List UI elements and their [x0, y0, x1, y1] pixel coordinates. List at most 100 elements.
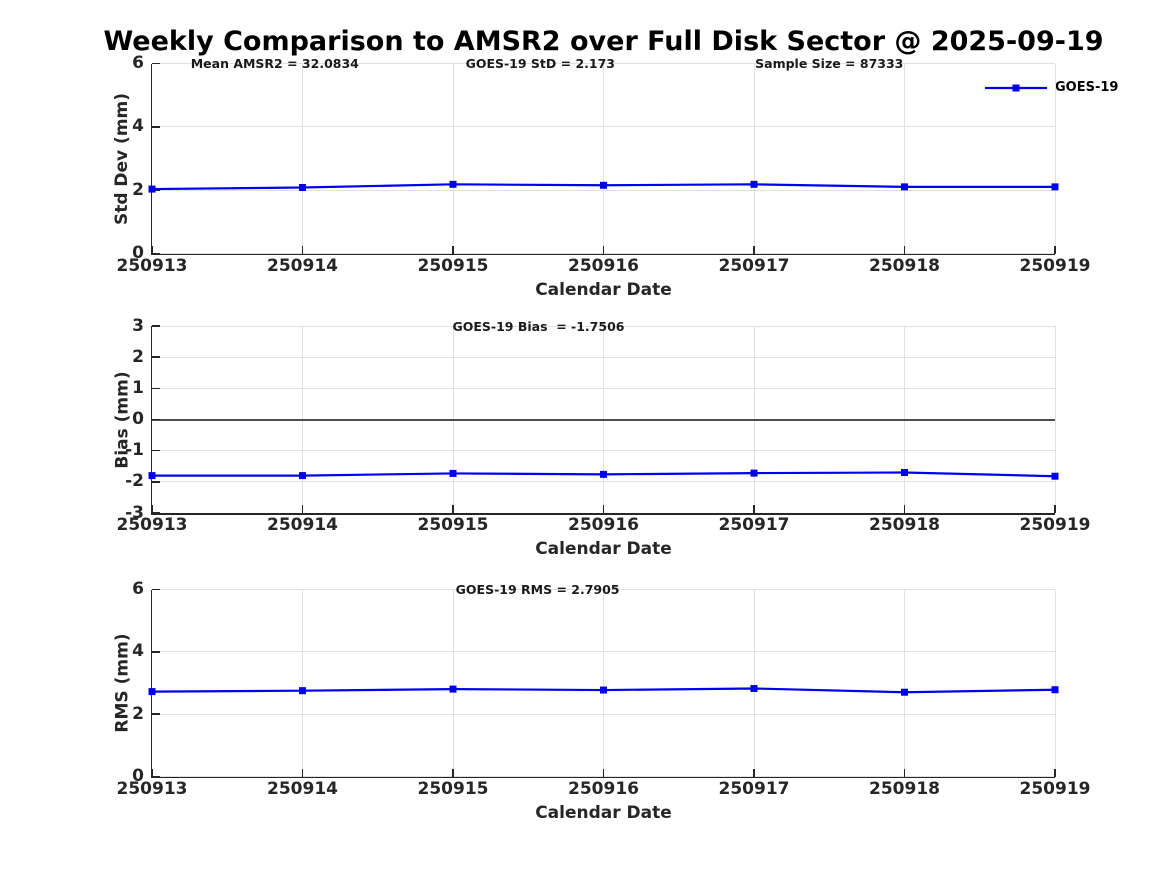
data-point-marker	[299, 472, 306, 480]
gridline-vertical	[753, 589, 755, 777]
y-tick-mark	[152, 512, 160, 514]
x-tick-mark	[151, 768, 153, 777]
y-tick-label: 1	[132, 377, 144, 398]
x-tick-mark	[301, 245, 304, 254]
x-tick-mark	[151, 245, 153, 254]
gridline-vertical	[302, 63, 303, 254]
data-point-marker	[600, 181, 607, 189]
data-point-marker	[750, 180, 758, 188]
x-tick-label: 250913	[116, 515, 188, 535]
legend-line-sample	[985, 84, 1047, 92]
y-tick-mark	[152, 588, 160, 591]
y-tick-mark	[152, 62, 160, 65]
y-tick-label: 6	[132, 53, 144, 73]
gridline-vertical	[1054, 326, 1056, 513]
series-plot-rms	[148, 684, 1059, 696]
x-tick-label: 250919	[1019, 778, 1091, 799]
panel-annotation: Mean AMSR2 = 32.0834	[190, 56, 359, 71]
x-tick-mark	[452, 768, 454, 777]
x-tick-label: 250916	[568, 515, 639, 535]
y-tick-label: 6	[132, 579, 144, 599]
y-axis-line	[150, 326, 152, 515]
x-tick-label: 250914	[267, 255, 338, 276]
x-tick-label: 250913	[116, 778, 188, 799]
y-tick-label: 2	[132, 703, 144, 724]
data-point-marker	[148, 185, 156, 193]
y-tick-mark	[152, 418, 160, 421]
x-tick-label: 250913	[116, 255, 188, 276]
y-tick-mark	[152, 775, 160, 778]
data-point-marker	[901, 688, 908, 696]
legend-marker-icon	[1012, 84, 1020, 92]
gridline-vertical	[603, 589, 604, 777]
x-tick-mark	[301, 768, 304, 777]
series-plot-bias	[148, 468, 1059, 480]
y-tick-mark	[152, 713, 160, 715]
x-tick-mark	[301, 505, 304, 513]
y-tick-label: 3	[132, 315, 144, 336]
x-tick-label: 250915	[417, 778, 489, 799]
x-tick-label: 250914	[267, 778, 338, 799]
data-point-marker	[600, 470, 607, 478]
x-tick-label: 250914	[267, 515, 338, 535]
x-tick-label: 250917	[718, 255, 790, 276]
data-point-marker	[148, 472, 156, 480]
x-tick-label: 250915	[417, 515, 489, 535]
gridline-vertical	[452, 63, 454, 254]
zero-reference-line	[152, 418, 1055, 421]
series-plot-std-dev	[148, 180, 1059, 193]
x-axis-line	[150, 776, 1055, 778]
y-axis-label: Std Dev (mm)	[112, 92, 132, 225]
x-tick-mark	[1054, 245, 1056, 254]
panel-annotation: Sample Size = 87333	[755, 56, 904, 71]
gridline-vertical	[302, 589, 303, 777]
y-axis-line	[150, 589, 152, 778]
x-tick-label: 250917	[718, 515, 790, 535]
x-tick-mark	[903, 245, 906, 254]
gridline-vertical	[1054, 589, 1056, 777]
data-point-marker	[449, 469, 457, 477]
y-tick-label: 4	[132, 116, 144, 137]
x-axis-label: Calendar Date	[535, 539, 672, 559]
y-tick-mark	[152, 325, 160, 327]
y-tick-mark	[152, 481, 160, 483]
y-tick-label: -2	[125, 471, 144, 492]
x-tick-mark	[602, 768, 605, 777]
y-axis-line	[150, 63, 152, 255]
y-tick-mark	[152, 189, 160, 191]
y-axis-label: Bias (mm)	[112, 370, 132, 469]
x-tick-label: 250918	[869, 255, 940, 276]
y-tick-label: 0	[132, 409, 144, 429]
x-tick-label: 250918	[869, 778, 940, 799]
x-tick-mark	[753, 505, 755, 513]
gridline-vertical	[904, 63, 905, 254]
x-tick-label: 250917	[718, 778, 790, 799]
y-tick-label: -1	[125, 440, 144, 461]
y-tick-label: -3	[125, 502, 144, 523]
figure-title: Weekly Comparison to AMSR2 over Full Dis…	[103, 26, 1104, 57]
x-tick-mark	[1054, 505, 1056, 513]
data-point-marker	[1051, 472, 1059, 480]
data-point-marker	[600, 686, 607, 694]
y-tick-label: 0	[132, 766, 144, 786]
data-point-marker	[299, 686, 306, 694]
panel-annotation: GOES-19 StD = 2.173	[465, 56, 615, 71]
x-tick-mark	[1054, 768, 1056, 777]
x-tick-mark	[151, 505, 153, 513]
x-axis-line	[150, 253, 1055, 255]
x-axis-label: Calendar Date	[535, 279, 672, 300]
gridline-vertical	[1054, 63, 1056, 254]
y-tick-mark	[152, 651, 160, 653]
gridline-vertical	[452, 589, 454, 777]
y-tick-mark	[152, 387, 160, 390]
x-tick-label: 250919	[1019, 255, 1091, 276]
data-point-marker	[1051, 182, 1059, 190]
legend: GOES-19	[985, 79, 1118, 97]
data-point-marker	[901, 182, 908, 190]
x-tick-label: 250915	[417, 255, 489, 276]
y-tick-label: 0	[132, 243, 144, 263]
y-tick-label: 2	[132, 346, 144, 367]
data-point-marker	[148, 687, 156, 695]
x-tick-mark	[602, 245, 605, 254]
data-point-marker	[449, 685, 457, 693]
